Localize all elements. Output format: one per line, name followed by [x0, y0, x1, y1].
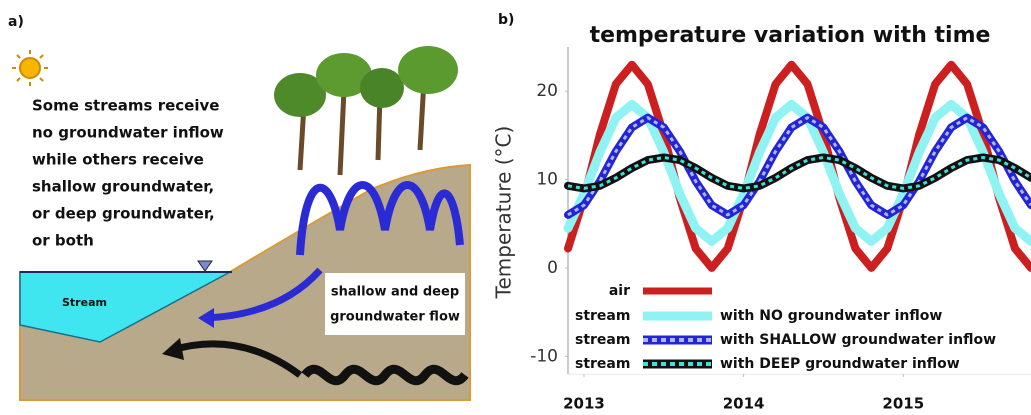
description-line: Some streams receive: [32, 97, 219, 115]
y-tick-label: 0: [547, 258, 558, 278]
legend-label: air: [609, 283, 630, 299]
description-line: no groundwater inflow: [32, 124, 224, 142]
description-line: shallow groundwater,: [32, 178, 214, 196]
flow-label: groundwater flow: [330, 310, 460, 325]
figure: a) shallow and deep groundwater flow Str…: [0, 0, 1031, 415]
legend-label: with NO groundwater inflow: [720, 308, 942, 324]
flow-label: shallow and deep: [331, 285, 459, 300]
legend-prefix: stream: [575, 332, 630, 348]
flow-label-box: [325, 273, 465, 335]
y-axis-label: Temperature (°C): [492, 126, 516, 300]
description-line: or both: [32, 232, 94, 250]
diagram: a) shallow and deep groundwater flow Str…: [8, 14, 470, 400]
description-line: while others receive: [32, 151, 204, 169]
y-tick-label: 10: [536, 170, 558, 190]
x-tick-label: 2015: [882, 395, 924, 413]
legend-label: with DEEP groundwater inflow: [720, 356, 960, 372]
legend-label: with SHALLOW groundwater inflow: [720, 332, 996, 348]
chart: b) temperature variation with time Tempe…: [492, 12, 1031, 413]
panel-label: a): [8, 14, 24, 30]
page: {"panel_a": {"label": "a)", "text": ["So…: [0, 0, 1031, 415]
description: Some streams receive no groundwater inflo…: [32, 97, 224, 250]
legend-prefix: stream: [575, 356, 630, 372]
water-table-marker: [198, 261, 212, 271]
panel-label: b): [498, 12, 514, 28]
x-tick-label: 2014: [723, 395, 765, 413]
sun-icon: [12, 50, 48, 86]
chart-title: temperature variation with time: [590, 23, 991, 48]
trees: [274, 46, 458, 175]
legend-prefix: stream: [575, 308, 630, 324]
y-tick-label: -10: [530, 346, 558, 366]
stream-label: Stream: [62, 296, 107, 309]
x-tick-label: 2013: [563, 395, 605, 413]
description-line: or deep groundwater,: [32, 205, 215, 223]
y-tick-label: 20: [536, 81, 558, 101]
